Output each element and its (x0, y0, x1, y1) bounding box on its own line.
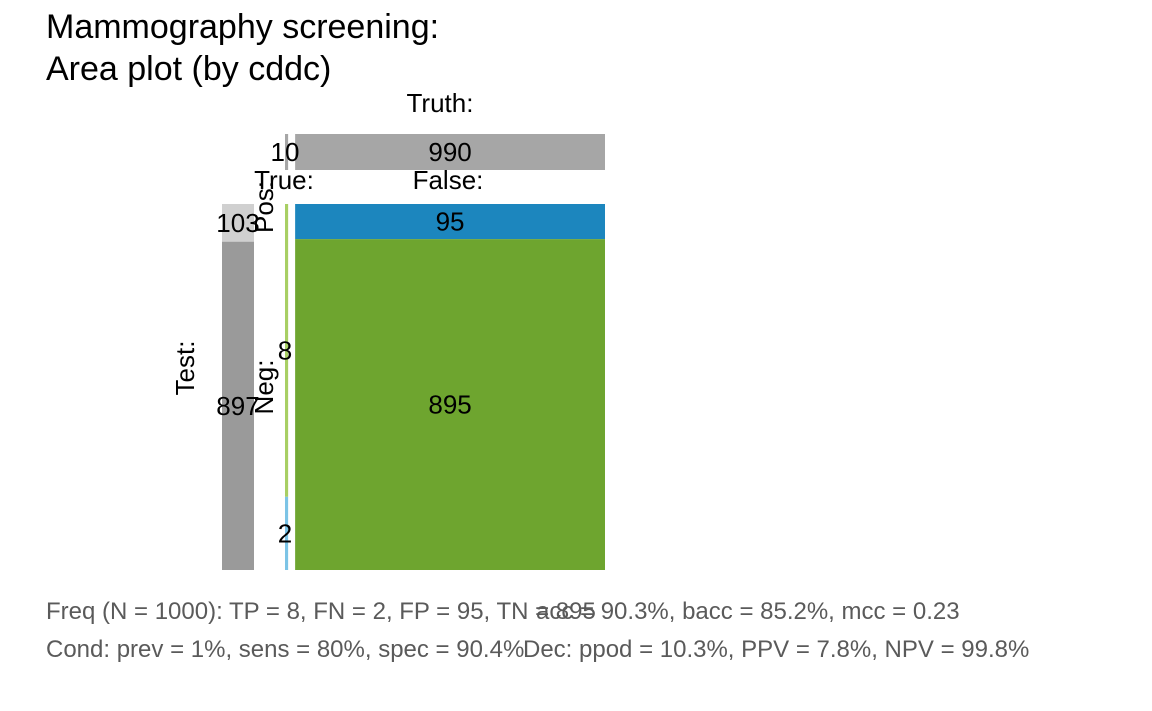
fp-value: 95 (436, 207, 465, 237)
dec-neg-value: 897 (216, 391, 259, 421)
dec-pos-bar (222, 204, 254, 242)
dec-neg-bar (222, 241, 254, 570)
fn-value: 2 (278, 518, 292, 548)
footer-freq-line: Freq (N = 1000): TP = 8, FN = 2, FP = 95… (46, 598, 596, 625)
cell-fp (295, 204, 605, 240)
cond-false-bar (295, 134, 605, 170)
neg-label: Neg: (249, 360, 279, 415)
test-label: Test: (170, 341, 200, 396)
cell-tp (285, 204, 289, 497)
tn-value: 895 (428, 390, 471, 420)
page-title: Mammography screening: Area plot (by cdd… (46, 6, 439, 90)
false-label: False: (413, 165, 484, 195)
cell-tn (295, 239, 605, 570)
cell-fn (285, 496, 289, 570)
title-line-1: Mammography screening: (46, 8, 440, 46)
pos-label: Pos: (249, 181, 279, 233)
cond-false-value: 990 (428, 137, 471, 167)
cond-true-bar (285, 134, 289, 170)
truth-label: Truth: (407, 88, 474, 118)
dec-pos-value: 103 (216, 208, 259, 238)
footer-freq-acc: acc = 90.3%, bacc = 85.2%, mcc = 0.23 (536, 598, 960, 625)
tp-value: 8 (278, 335, 292, 365)
footer-cond-dec: Dec: ppod = 10.3%, PPV = 7.8%, NPV = 99.… (523, 636, 1029, 663)
true-label: True: (254, 165, 314, 195)
title-line-2: Area plot (by cddc) (46, 50, 332, 88)
cond-true-value: 10 (271, 137, 300, 167)
footer-cond-line: Cond: prev = 1%, sens = 80%, spec = 90.4… (46, 636, 524, 663)
